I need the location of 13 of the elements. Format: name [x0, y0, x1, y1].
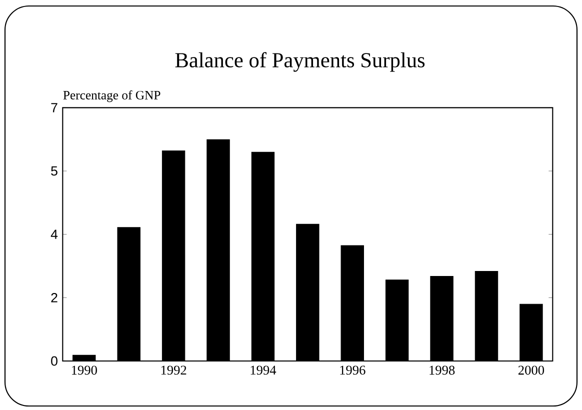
- x-tick-label: 2000: [518, 366, 544, 375]
- x-tick-label: 1998: [430, 366, 455, 375]
- x-tick-label: 1994: [250, 366, 276, 375]
- x-tick-label: 1996: [340, 366, 366, 375]
- y-axis-title: Percentage of GNP: [63, 90, 160, 102]
- y-tick-label: 0: [51, 356, 58, 366]
- x-tick-label: 1990: [72, 366, 97, 375]
- chart-title: Balance of Payments Surplus: [175, 52, 425, 72]
- y-tick-label: 5: [51, 166, 58, 176]
- x-tick-label: 1992: [161, 366, 186, 375]
- y-tick-label: 7: [51, 103, 58, 112]
- y-tick-label: 2: [51, 293, 58, 302]
- y-tick-label: 4: [50, 230, 58, 239]
